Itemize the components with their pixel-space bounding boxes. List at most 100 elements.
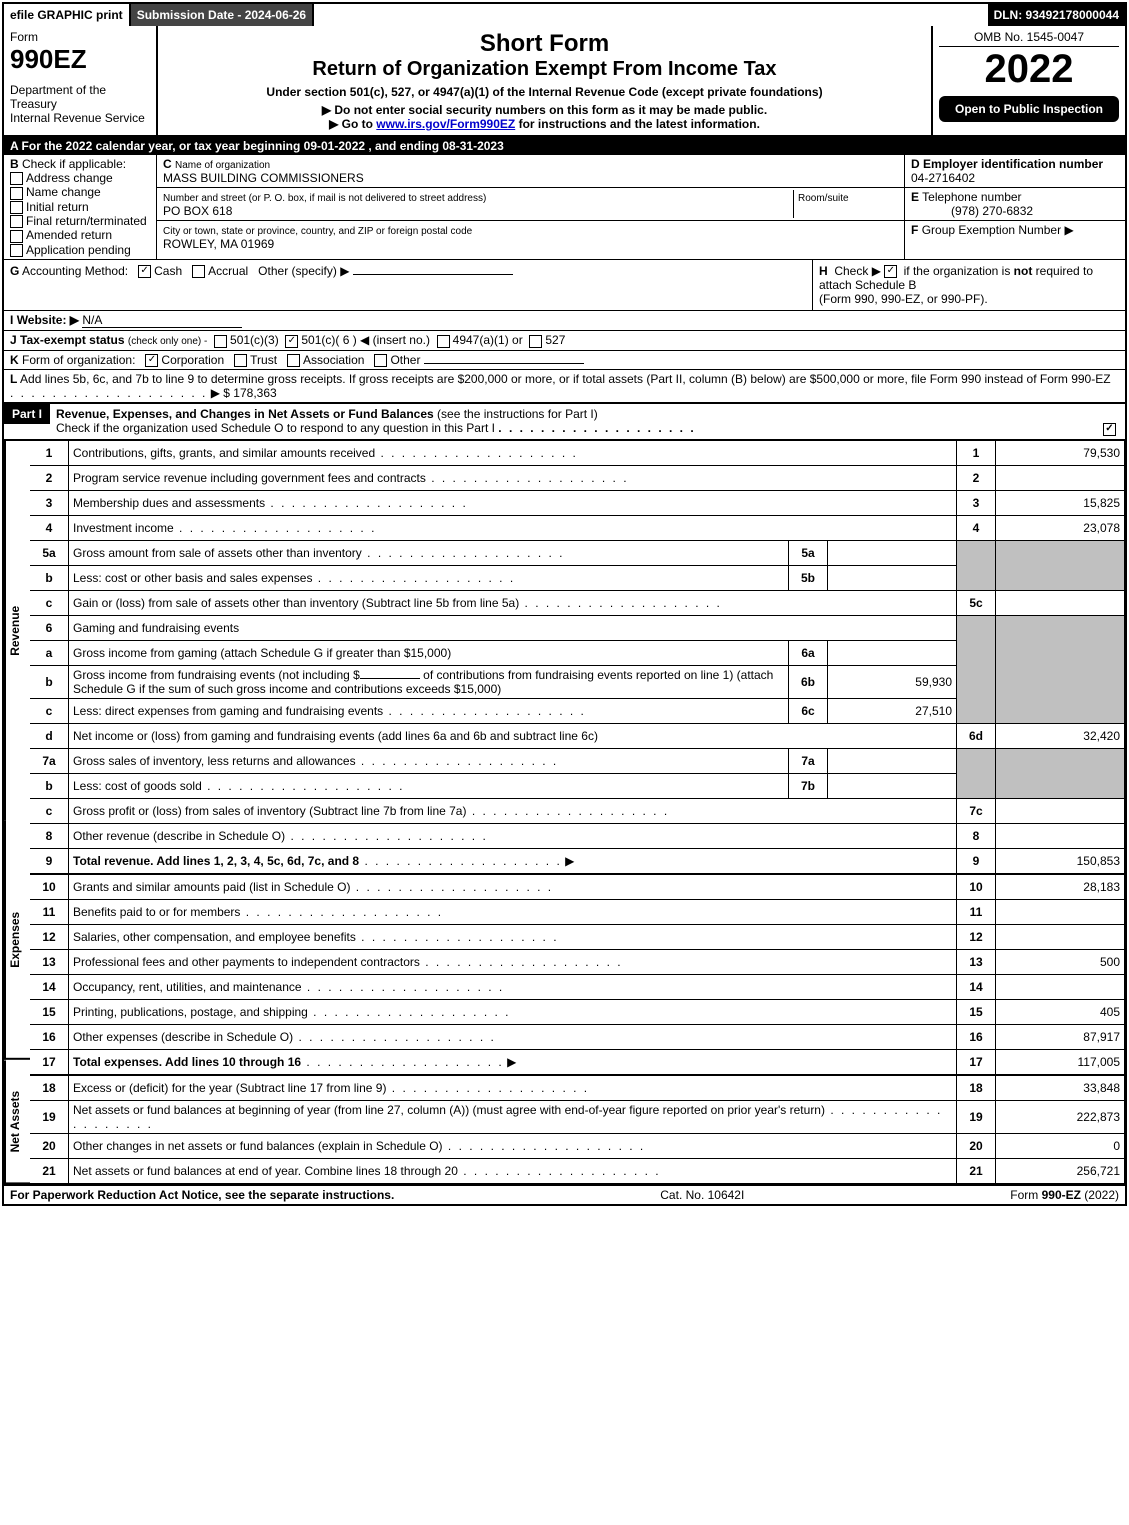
form-number: 990EZ [10, 44, 150, 75]
k-trust: Trust [250, 353, 277, 367]
vertical-labels: Revenue Expenses Net Assets [4, 440, 30, 1184]
bcdef-block: B Check if applicable: Address change Na… [4, 155, 1125, 260]
section-k: K Form of organization: ✓Corporation Tru… [4, 351, 1125, 370]
header-left: Form 990EZ Department of the Treasury In… [4, 26, 158, 135]
part-i-check-line: Check if the organization used Schedule … [56, 421, 495, 435]
checkbox-icon[interactable] [287, 354, 300, 367]
form-outer: efile GRAPHIC print Submission Date - 20… [2, 2, 1127, 1206]
l-value: 178,363 [233, 386, 276, 400]
h-not: not [1014, 264, 1033, 278]
checkbox-icon[interactable] [10, 187, 23, 200]
goto-link[interactable]: www.irs.gov/Form990EZ [376, 117, 515, 131]
line-1: 1Contributions, gifts, grants, and simil… [30, 440, 1125, 465]
k-corp: Corporation [161, 353, 224, 367]
j-sub: (check only one) - [128, 336, 207, 347]
k-other-input[interactable] [424, 363, 584, 364]
i-label: I [10, 313, 13, 327]
line-11: 11Benefits paid to or for members11 [30, 899, 1125, 924]
subtitle: Under section 501(c), 527, or 4947(a)(1)… [164, 85, 925, 99]
checkbox-icon[interactable] [529, 335, 542, 348]
l-arrow: ▶ $ [211, 386, 230, 400]
k-other: Other [390, 353, 420, 367]
section-h: H Check ▶ ✓ if the organization is not r… [812, 260, 1125, 310]
tax-year: 2022 [939, 47, 1119, 92]
line-21: 21Net assets or fund balances at end of … [30, 1158, 1125, 1183]
top-bar: efile GRAPHIC print Submission Date - 20… [4, 4, 1125, 26]
checkbox-icon[interactable]: ✓ [138, 265, 151, 278]
short-form-title: Short Form [164, 30, 925, 58]
b-label: B [10, 157, 19, 171]
checkbox-icon[interactable]: ✓ [145, 354, 158, 367]
h-text1: if the organization is [904, 264, 1014, 278]
j-text: Tax-exempt status [20, 333, 124, 347]
part-i-header-row: Part I Revenue, Expenses, and Changes in… [4, 402, 1125, 440]
line-14: 14Occupancy, rent, utilities, and mainte… [30, 974, 1125, 999]
line-9: 9Total revenue. Add lines 1, 2, 3, 4, 5c… [30, 848, 1125, 874]
f-label: F [911, 223, 918, 237]
line-6d: dNet income or (loss) from gaming and fu… [30, 723, 1125, 748]
website-value: N/A [82, 313, 242, 328]
irs-label: Internal Revenue Service [10, 111, 150, 125]
checkbox-icon[interactable] [10, 215, 23, 228]
main-title: Return of Organization Exempt From Incom… [164, 58, 925, 81]
section-gh: G Accounting Method: ✓Cash Accrual Other… [4, 260, 1125, 311]
line-19: 19Net assets or fund balances at beginni… [30, 1100, 1125, 1133]
city-value: ROWLEY, MA 01969 [163, 237, 274, 251]
city-label: City or town, state or province, country… [163, 226, 472, 237]
section-j: J Tax-exempt status (check only one) - 5… [4, 331, 1125, 350]
checkbox-icon[interactable] [10, 201, 23, 214]
room-label: Room/suite [798, 193, 849, 204]
checkbox-icon[interactable]: ✓ [1103, 423, 1116, 436]
checkbox-icon[interactable] [10, 244, 23, 257]
checkbox-icon[interactable] [192, 265, 205, 278]
dept-treasury: Department of the Treasury [10, 83, 150, 111]
ein-value: 04-2716402 [911, 171, 975, 185]
netassets-label: Net Assets [4, 1060, 30, 1184]
f-text: Group Exemption Number [922, 223, 1061, 237]
line-13: 13Professional fees and other payments t… [30, 949, 1125, 974]
efile-print: efile GRAPHIC print [4, 4, 131, 26]
revenue-label: Revenue [4, 441, 30, 821]
phone-value: (978) 270-6832 [911, 204, 1033, 218]
org-name: MASS BUILDING COMMISSIONERS [163, 171, 364, 185]
b-check-if: Check if applicable: [22, 157, 126, 171]
checkbox-icon[interactable] [214, 335, 227, 348]
line-5c: cGain or (loss) from sale of assets othe… [30, 590, 1125, 615]
section-g: G Accounting Method: ✓Cash Accrual Other… [4, 260, 812, 310]
open-public: Open to Public Inspection [939, 96, 1119, 122]
section-c: C Name of organization MASS BUILDING COM… [157, 155, 904, 259]
f-arrow: ▶ [1064, 223, 1073, 237]
d-label: D [911, 157, 920, 171]
section-a: A For the 2022 calendar year, or tax yea… [4, 137, 1125, 155]
line-4: 4Investment income423,078 [30, 515, 1125, 540]
h-label: H [819, 264, 828, 278]
page-footer: For Paperwork Reduction Act Notice, see … [4, 1184, 1125, 1204]
checkbox-icon[interactable] [437, 335, 450, 348]
g-other-input[interactable] [353, 274, 513, 275]
checkbox-icon[interactable] [374, 354, 387, 367]
e-label: E [911, 190, 919, 204]
footer-cat: Cat. No. 10642I [660, 1188, 744, 1202]
section-b: B Check if applicable: Address change Na… [4, 155, 157, 259]
e-text: Telephone number [922, 190, 1021, 204]
k-assoc: Association [303, 353, 364, 367]
checkbox-icon[interactable] [10, 172, 23, 185]
checkbox-icon[interactable]: ✓ [884, 265, 897, 278]
header-right: OMB No. 1545-0047 2022 Open to Public In… [933, 26, 1125, 135]
line-5a: 5aGross amount from sale of assets other… [30, 540, 1125, 565]
part-i-sub: (see the instructions for Part I) [437, 407, 598, 421]
line-18: 18Excess or (deficit) for the year (Subt… [30, 1075, 1125, 1101]
line-10: 10Grants and similar amounts paid (list … [30, 874, 1125, 900]
g-other: Other (specify) ▶ [258, 264, 349, 278]
checkbox-icon[interactable]: ✓ [285, 335, 298, 348]
j-opt2: 501(c)( 6 ) ◀ (insert no.) [301, 333, 430, 347]
l-text: Add lines 5b, 6c, and 7b to line 9 to de… [20, 372, 1111, 386]
line-7c: cGross profit or (loss) from sales of in… [30, 798, 1125, 823]
line-12: 12Salaries, other compensation, and empl… [30, 924, 1125, 949]
checkbox-icon[interactable] [234, 354, 247, 367]
checkbox-icon[interactable] [10, 230, 23, 243]
form-label: Form [10, 30, 150, 44]
header-mid: Short Form Return of Organization Exempt… [158, 26, 933, 135]
goto-post: for instructions and the latest informat… [519, 117, 760, 131]
submission-date: Submission Date - 2024-06-26 [131, 4, 314, 26]
